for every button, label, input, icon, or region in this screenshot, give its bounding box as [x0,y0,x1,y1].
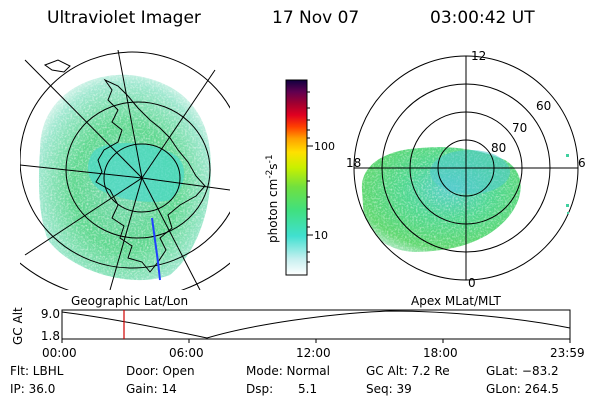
ytick-high: 9.0 [41,307,60,321]
time-label: 03:00:42 UT [430,8,535,28]
xtick-2359: 23:59 [550,346,585,360]
date-label: 17 Nov 07 [272,8,360,28]
colorbar-tick-100: 100 [314,140,335,153]
geographic-map [20,50,230,290]
meridian-6 [109,177,143,290]
footprint-track [151,217,161,281]
colorbar: 100 10 photon cm-2s-1 [265,79,335,276]
xtick-0000: 00:00 [42,346,77,360]
gc-alt-info: GC Alt: 7.2 Re [366,364,450,378]
aurora-core-right [430,150,510,194]
timeline-ylabel: GC Alt [11,307,25,345]
colorbar-gradient [285,79,308,276]
mlat-label-80: 80 [491,141,506,155]
glat-info: GLat: −83.2 [486,364,559,378]
xtick-1800: 18:00 [423,346,458,360]
mlt-label-6: 6 [578,156,586,170]
apex-label: Apex MLat/MLT [411,294,501,308]
gain-info: Gain: 14 [126,382,177,396]
colorbar-unit-label: photon cm-2s-1 [265,154,280,243]
filter-info: Flt: LBHL [10,364,64,378]
mlt-label-12: 12 [471,49,486,63]
ip-info: IP: 36.0 [10,382,56,396]
altitude-curve [61,310,571,339]
mode-info: Mode: Normal [246,364,330,378]
meridian-4 [141,177,230,191]
geographic-label: Geographic Lat/Lon [71,294,188,308]
meridian-5 [141,177,201,290]
meridian-3 [141,69,216,179]
ytick-low: 1.8 [41,329,60,343]
mlt-label-18: 18 [346,156,361,170]
xtick-1200: 12:00 [296,346,331,360]
lat-circle-outer [20,51,230,269]
colorbar-tick-10: 10 [314,229,328,242]
glon-info: GLon: 264.5 [486,382,559,396]
seq-info: Seq: 39 [366,382,412,396]
meridian-8 [20,164,143,179]
meridian-1 [24,59,143,179]
door-info: Door: Open [126,364,195,378]
mlat-label-70: 70 [512,121,527,135]
coastline-left [95,78,206,273]
meridian-2 [117,50,143,179]
coastline-fragment [43,59,71,73]
mlat-label-60: 60 [536,99,551,113]
mlt-label-0: 0 [468,276,476,290]
lat-circle-inner [103,143,181,213]
instrument-title: Ultraviolet Imager [47,8,201,28]
dsp-value: 5.1 [298,382,318,396]
magnetic-polar-plot: 12 18 6 0 60 70 80 [346,49,586,290]
dsp-label: Dsp: [246,382,274,396]
altitude-timeline: 9.0 1.8 GC Alt [11,307,571,345]
meridian-7 [24,177,143,256]
xtick-0600: 06:00 [169,346,204,360]
